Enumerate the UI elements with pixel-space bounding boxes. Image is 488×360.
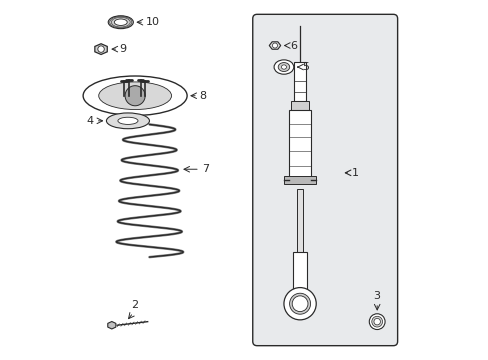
Text: 5: 5 xyxy=(302,62,309,72)
Text: 9: 9 xyxy=(120,44,126,54)
Text: 6: 6 xyxy=(289,41,296,50)
Bar xyxy=(289,110,310,180)
Text: 4: 4 xyxy=(86,116,94,126)
Bar xyxy=(284,176,316,184)
Polygon shape xyxy=(269,42,280,49)
Bar xyxy=(292,252,306,293)
Ellipse shape xyxy=(114,19,127,26)
Ellipse shape xyxy=(83,76,187,116)
Bar xyxy=(293,62,306,101)
Circle shape xyxy=(292,296,307,312)
Ellipse shape xyxy=(106,113,149,129)
Ellipse shape xyxy=(274,60,293,74)
Bar xyxy=(291,101,308,110)
Circle shape xyxy=(289,293,310,314)
Circle shape xyxy=(272,43,277,48)
Polygon shape xyxy=(95,44,107,54)
Bar xyxy=(296,189,303,252)
Circle shape xyxy=(373,319,380,325)
Text: 8: 8 xyxy=(199,91,206,101)
Circle shape xyxy=(284,288,316,320)
Circle shape xyxy=(368,314,384,329)
Ellipse shape xyxy=(118,117,138,125)
Text: 2: 2 xyxy=(131,300,139,310)
Ellipse shape xyxy=(99,82,171,109)
FancyBboxPatch shape xyxy=(252,14,397,346)
Ellipse shape xyxy=(278,63,289,72)
Circle shape xyxy=(371,316,382,327)
Ellipse shape xyxy=(108,16,133,29)
Text: 10: 10 xyxy=(145,17,160,27)
Circle shape xyxy=(125,86,145,106)
Ellipse shape xyxy=(281,65,286,69)
Text: 7: 7 xyxy=(201,164,208,174)
Polygon shape xyxy=(107,321,116,329)
Circle shape xyxy=(98,46,104,52)
Text: 1: 1 xyxy=(351,168,358,178)
Text: 3: 3 xyxy=(373,291,380,301)
